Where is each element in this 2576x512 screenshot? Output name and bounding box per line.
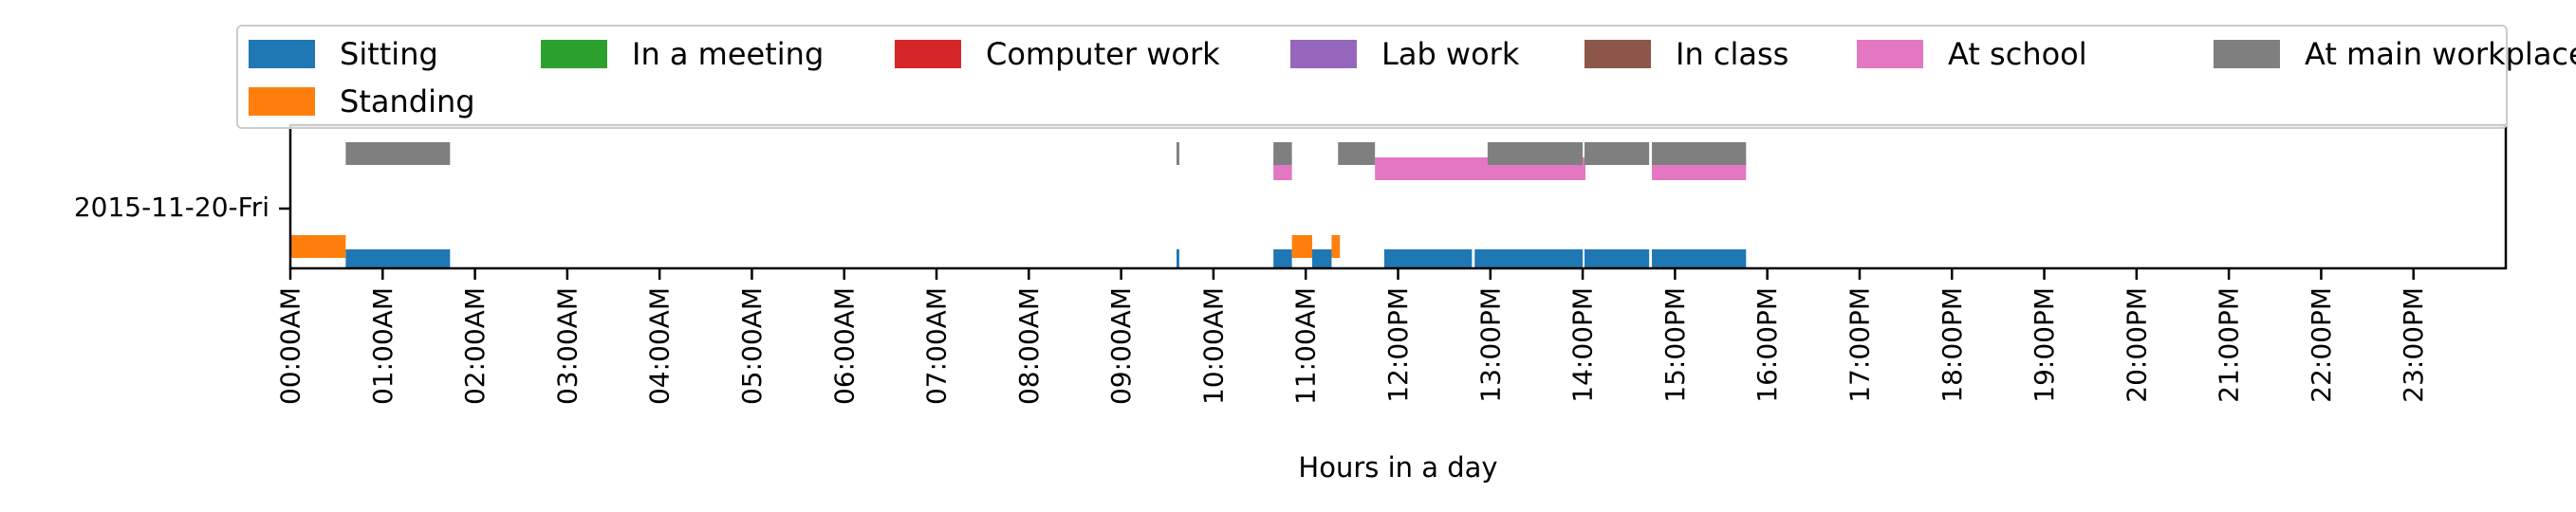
bar-sitting (1383, 249, 1473, 268)
bar-standing (1331, 235, 1341, 258)
legend: Sitting In a meeting Computer work Lab work… (236, 25, 2576, 129)
bar-at-main-workplace (1652, 142, 1747, 165)
bars-layer (290, 142, 1747, 268)
legend-label-standing: Standing (340, 83, 475, 119)
x-tick-label: 06:00AM (828, 287, 860, 405)
x-tick-label: 19:00PM (2029, 287, 2060, 403)
x-tick-label: 22:00PM (2306, 287, 2337, 403)
x-axis-label: Hours in a day (1298, 451, 1497, 484)
x-tick-label: 02:00AM (459, 287, 491, 405)
bar-sitting (1652, 249, 1747, 268)
legend-swatch-computer-work (895, 40, 961, 68)
legend-label-lab-work: Lab work (1381, 36, 1520, 72)
legend-label-in-a-meeting: In a meeting (632, 36, 824, 72)
legend-swatch-at-main-workplace (2214, 40, 2280, 68)
x-tick-label: 18:00PM (1937, 287, 1968, 403)
bar-sitting (1177, 249, 1179, 268)
legend-swatch-at-school (1857, 40, 1923, 68)
bar-at-main-workplace (1177, 142, 1179, 165)
bar-at-main-workplace (1585, 142, 1650, 165)
bar-at-main-workplace (1487, 142, 1584, 165)
legend-label-at-school: At school (1948, 36, 2087, 72)
x-tick-label: 14:00PM (1567, 287, 1599, 403)
x-tick-label: 01:00AM (367, 287, 398, 405)
bar-sitting (1474, 249, 1584, 268)
legend-label-in-class: In class (1676, 36, 1788, 72)
legend-label-sitting: Sitting (340, 36, 438, 72)
bar-at-main-workplace (1338, 142, 1376, 165)
bar-sitting (345, 249, 451, 268)
bar-standing (1291, 235, 1313, 258)
y-axis: 2015-11-20-Fri (74, 192, 290, 223)
x-tick-label: 00:00AM (275, 287, 306, 405)
legend-swatch-in-class (1585, 40, 1651, 68)
x-tick-label: 10:00AM (1197, 287, 1229, 405)
bar-sitting (1585, 249, 1650, 268)
x-tick-label: 07:00AM (921, 287, 953, 405)
plot-frame (288, 123, 2508, 270)
x-tick-label: 23:00PM (2398, 287, 2429, 403)
x-tick-label: 11:00AM (1290, 287, 1322, 405)
x-tick-label: 17:00PM (1844, 287, 1875, 403)
x-tick-label: 04:00AM (644, 287, 676, 405)
bar-at-main-workplace (345, 142, 451, 165)
bar-at-main-workplace (1273, 142, 1292, 165)
bar-standing (290, 235, 346, 258)
legend-swatch-sitting (249, 40, 315, 68)
x-tick-label: 12:00PM (1382, 287, 1414, 403)
x-tick-label: 13:00PM (1474, 287, 1506, 403)
legend-swatch-lab-work (1290, 40, 1357, 68)
x-tick-label: 08:00AM (1013, 287, 1045, 405)
x-tick-label: 21:00PM (2214, 287, 2245, 403)
x-axis: 00:00AM 01:00AM 02:00AM 03:00AM 04:00AM 05:00… (275, 268, 2429, 405)
legend-label-computer-work: Computer work (986, 36, 1220, 72)
x-tick-label: 09:00AM (1105, 287, 1137, 405)
x-tick-label: 15:00PM (1659, 287, 1691, 403)
x-tick-label: 16:00PM (1751, 287, 1783, 403)
x-tick-label: 05:00AM (736, 287, 768, 405)
legend-box (236, 25, 2508, 129)
legend-swatch-in-a-meeting (541, 40, 607, 68)
x-tick-label: 03:00AM (551, 287, 583, 405)
bar-sitting (1312, 249, 1332, 268)
bar-sitting (1273, 249, 1292, 268)
y-tick-label: 2015-11-20-Fri (74, 192, 269, 223)
legend-label-at-main-workplace: At main workplace (2305, 36, 2576, 72)
x-tick-label: 20:00PM (2121, 287, 2152, 403)
legend-swatch-standing (249, 87, 315, 116)
